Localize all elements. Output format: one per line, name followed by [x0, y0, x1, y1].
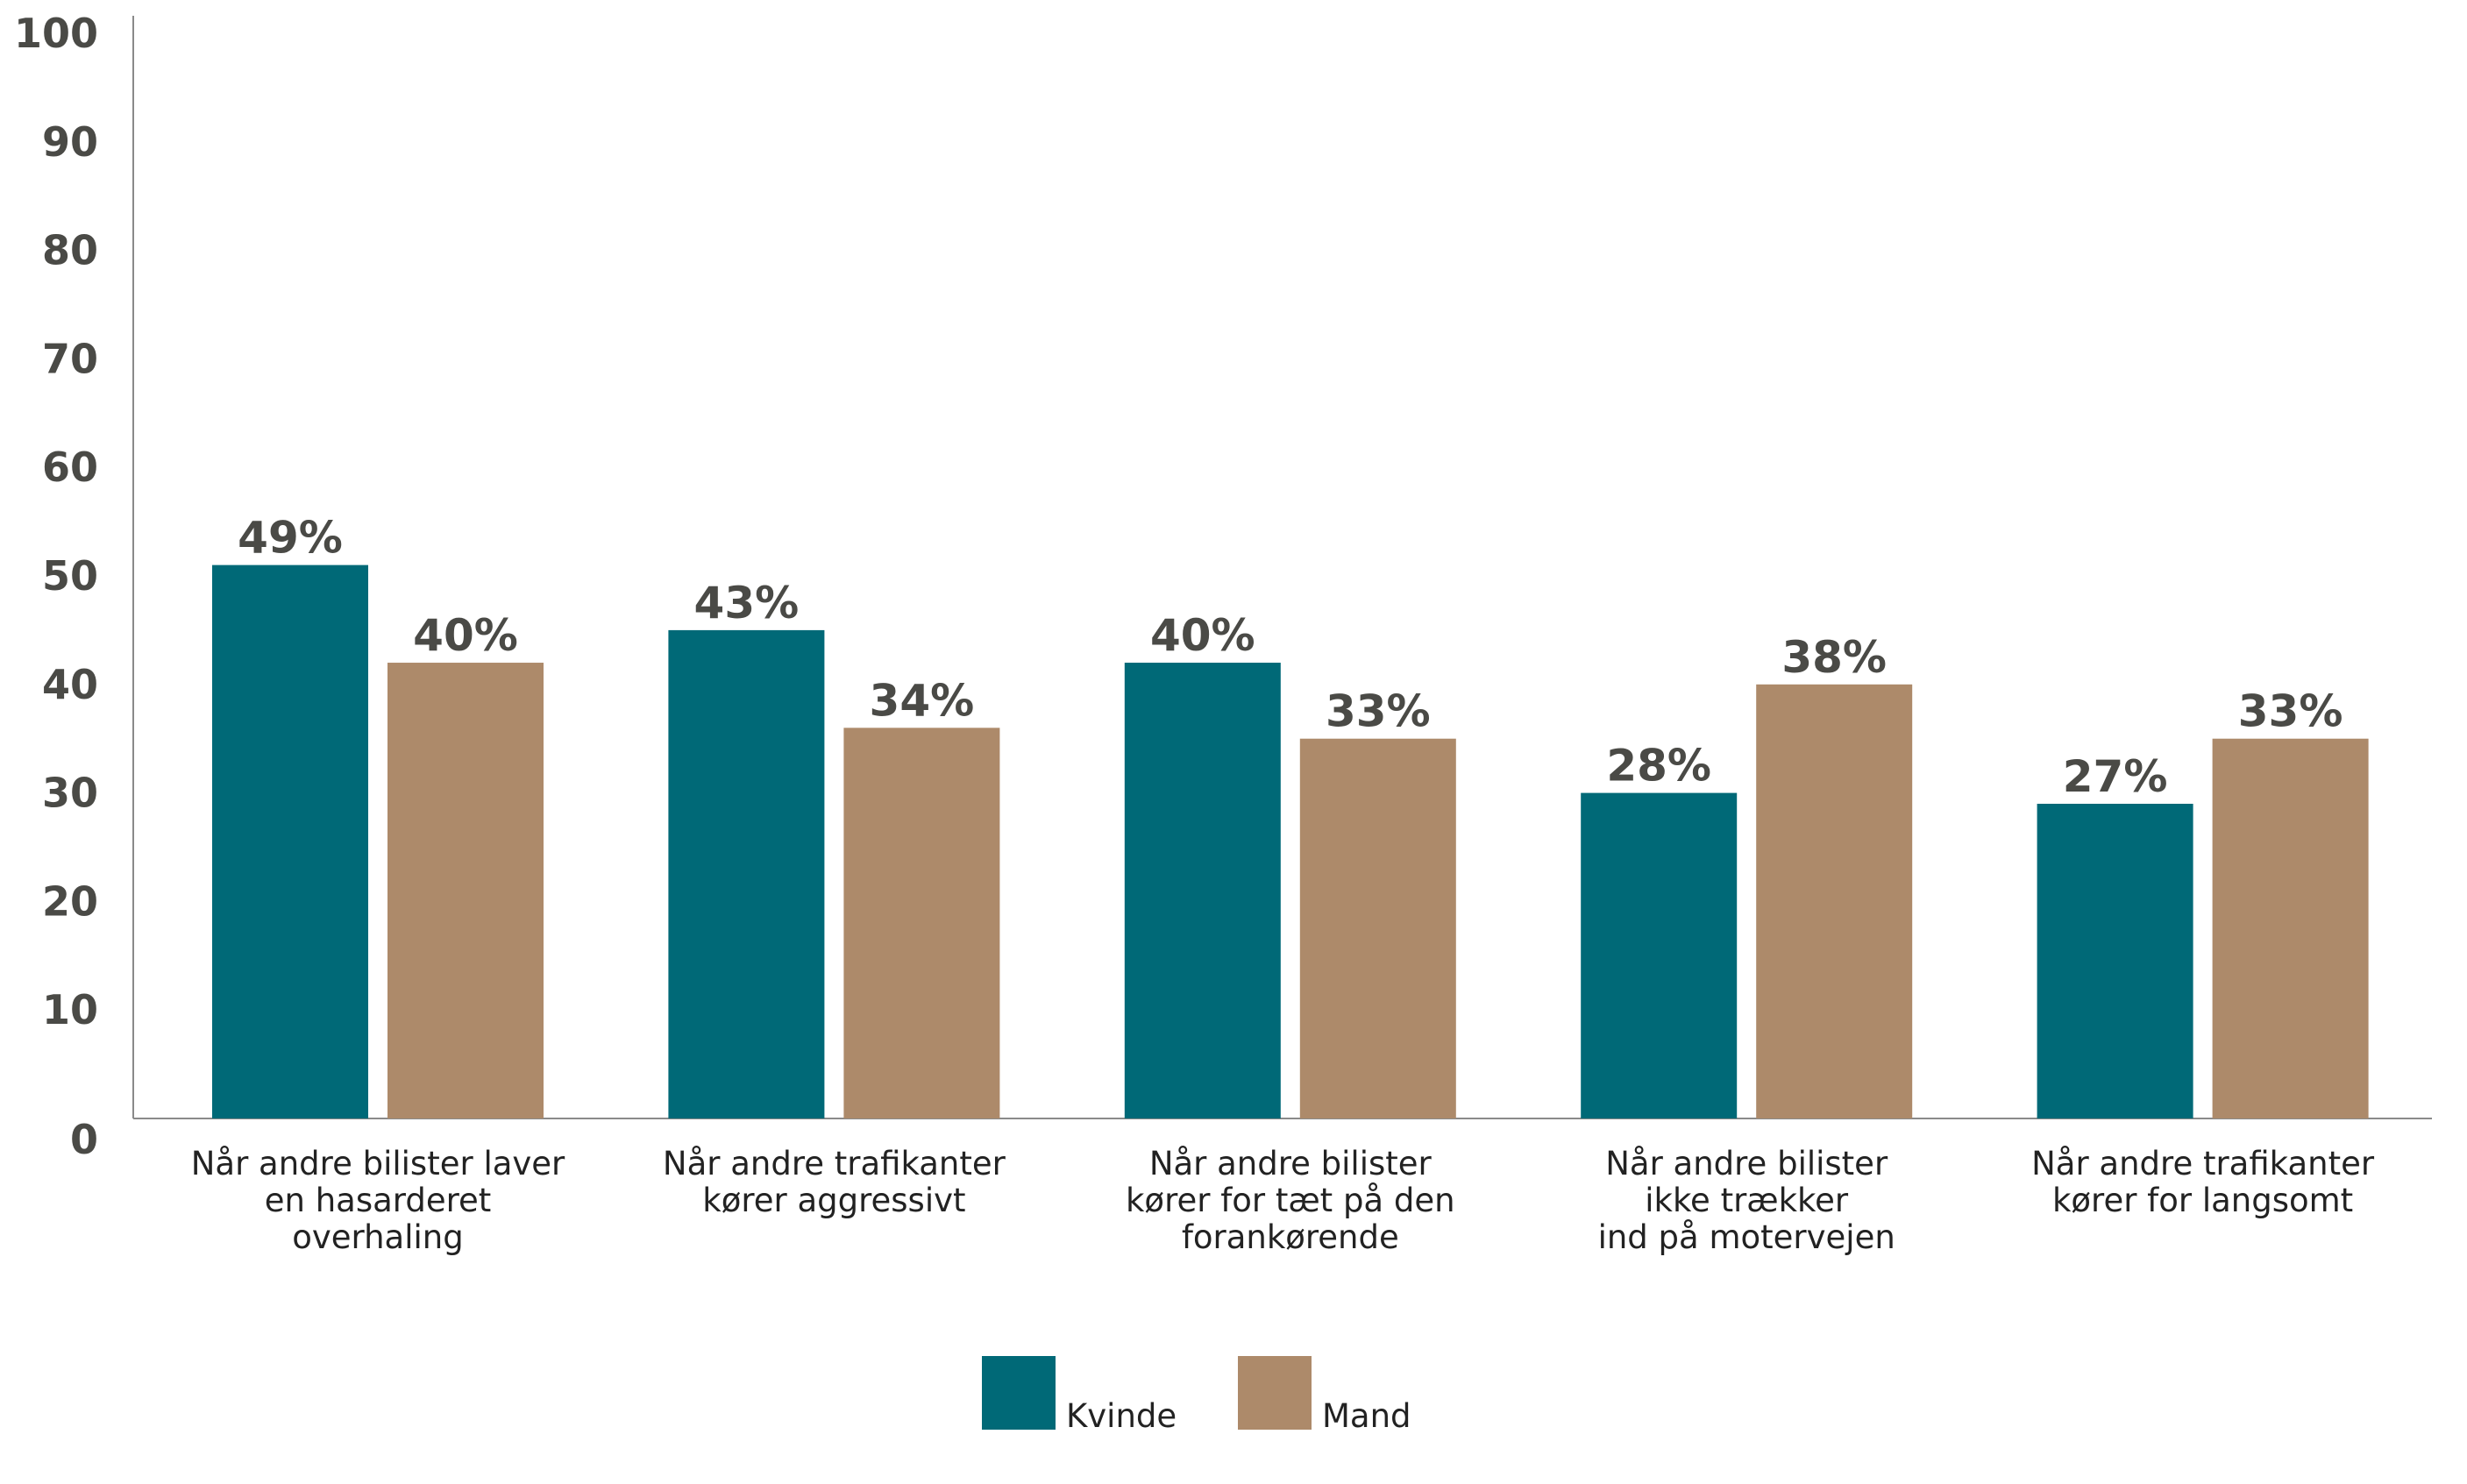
- y-tick-label: 100: [14, 10, 98, 57]
- y-tick-label: 10: [42, 986, 98, 1033]
- legend-label-kvinde: Kvinde: [1066, 1397, 1177, 1435]
- bar-mand: [1299, 738, 1456, 1118]
- category-label-line: forankørende: [1182, 1218, 1399, 1256]
- data-label: 38%: [1781, 632, 1887, 683]
- y-tick-label: 90: [42, 118, 98, 166]
- y-tick-label: 80: [42, 227, 98, 274]
- category-label-line: ind på motervejen: [1598, 1218, 1895, 1256]
- bar-kvinde: [1124, 663, 1281, 1118]
- category-label-line: kører for langsomt: [2052, 1182, 2353, 1219]
- data-label: 33%: [1326, 686, 1431, 737]
- data-label: 34%: [870, 675, 975, 726]
- bar-kvinde: [668, 629, 825, 1118]
- y-tick-label: 50: [42, 552, 98, 600]
- bar-mand: [843, 728, 1000, 1118]
- bars: [212, 564, 2369, 1118]
- category-label: Når andre trafikanter kører aggressivt: [663, 1145, 1006, 1219]
- legend-label-mand: Mand: [1322, 1397, 1411, 1435]
- category-label-line: Når andre trafikanter: [663, 1145, 1006, 1182]
- bar-mand: [2212, 738, 2369, 1118]
- category-label: Når andre bilister laver en hasarderet ove…: [191, 1145, 565, 1256]
- category-label-line: Når andre bilister: [1605, 1145, 1888, 1182]
- category-label-line: overhaling: [292, 1218, 463, 1256]
- category-label-line: kører aggressivt: [702, 1182, 965, 1219]
- y-tick-label: 20: [42, 877, 98, 925]
- category-label-line: kører for tæt på den: [1126, 1182, 1455, 1219]
- legend: Kvinde Mand: [982, 1356, 1411, 1435]
- y-tick-label: 30: [42, 770, 98, 817]
- data-label: 49%: [238, 513, 343, 564]
- y-tick-label: 70: [42, 335, 98, 382]
- category-label-line: Når andre bilister: [1149, 1145, 1433, 1182]
- category-label: Når andre bilister ikke trækker ind på mot…: [1598, 1145, 1895, 1256]
- data-label: 28%: [1606, 741, 1711, 792]
- bar-kvinde: [212, 564, 368, 1118]
- data-label: 33%: [2238, 686, 2343, 737]
- data-label: 27%: [2063, 751, 2168, 802]
- category-label: Når andre trafikanter kører for langsomt: [2031, 1145, 2375, 1219]
- data-label: 40%: [413, 610, 518, 661]
- y-tick-label: 40: [42, 661, 98, 708]
- data-labels: 49% 40% 43% 34% 40% 33% 28% 38% 27% 33%: [238, 513, 2343, 802]
- y-tick-label: 0: [70, 1116, 98, 1163]
- category-label-line: en hasarderet: [265, 1182, 492, 1219]
- bar-mand: [387, 663, 544, 1118]
- category-label: Når andre bilister kører for tæt på den fo…: [1126, 1145, 1455, 1256]
- category-label-line: ikke trækker: [1645, 1182, 1849, 1219]
- data-label: 43%: [694, 578, 800, 628]
- bar-kvinde: [2037, 803, 2193, 1118]
- bar-mand: [1756, 684, 1913, 1118]
- legend-swatch-mand: [1238, 1356, 1312, 1430]
- category-label-line: Når andre trafikanter: [2031, 1145, 2375, 1182]
- bar-kvinde: [1581, 792, 1738, 1118]
- y-axis: 0 10 20 30 40 50 60 70 80 90 100: [14, 10, 2432, 1163]
- x-axis-categories: Når andre bilister laver en hasarderet ove…: [191, 1145, 2375, 1256]
- data-label: 40%: [1150, 610, 1255, 661]
- legend-swatch-kvinde: [982, 1356, 1056, 1430]
- category-label-line: Når andre bilister laver: [191, 1145, 565, 1182]
- y-tick-label: 60: [42, 444, 98, 491]
